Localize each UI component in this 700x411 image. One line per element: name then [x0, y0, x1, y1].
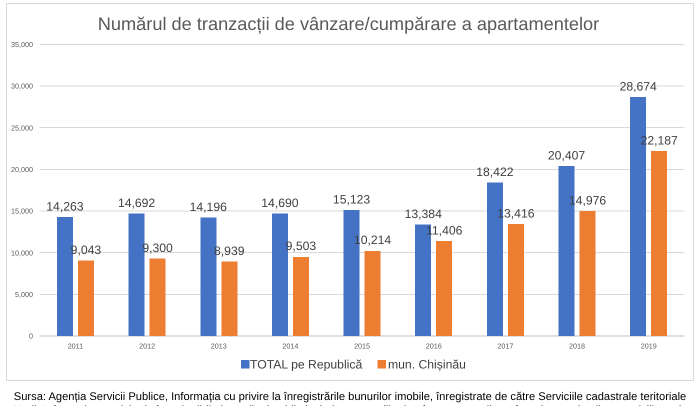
svg-text:2014: 2014 — [282, 342, 298, 351]
svg-text:TOTAL pe Republică: TOTAL pe Republică — [250, 358, 362, 372]
svg-text:2012: 2012 — [139, 342, 155, 351]
svg-text:11,406: 11,406 — [426, 223, 463, 237]
svg-text:Sursa: Agenția Servicii Public: Sursa: Agenția Servicii Publice, Informa… — [14, 391, 686, 403]
svg-text:10,000: 10,000 — [11, 248, 33, 257]
svg-text:20,000: 20,000 — [11, 165, 33, 174]
svg-text:10,214: 10,214 — [354, 233, 391, 247]
svg-text:18,422: 18,422 — [476, 165, 513, 179]
svg-text:9,503: 9,503 — [286, 239, 317, 253]
svg-text:22,187: 22,187 — [641, 133, 678, 147]
svg-text:2016: 2016 — [426, 342, 442, 351]
svg-text:9,300: 9,300 — [142, 241, 173, 255]
svg-text:15,123: 15,123 — [333, 192, 370, 206]
svg-text:9,043: 9,043 — [71, 243, 102, 257]
svg-text:5,000: 5,000 — [15, 290, 33, 299]
svg-text:14,692: 14,692 — [118, 196, 155, 210]
svg-text:8,939: 8,939 — [214, 244, 245, 258]
svg-text:2013: 2013 — [211, 342, 227, 351]
svg-text:13,416: 13,416 — [497, 207, 534, 221]
svg-text:14,976: 14,976 — [569, 194, 606, 208]
svg-text:2018: 2018 — [569, 342, 585, 351]
svg-text:0: 0 — [29, 332, 33, 341]
svg-text:14,196: 14,196 — [190, 200, 227, 214]
svg-text:2011: 2011 — [68, 342, 83, 351]
svg-text:2019: 2019 — [641, 342, 657, 351]
svg-text:30,000: 30,000 — [11, 82, 33, 91]
svg-text:2015: 2015 — [354, 342, 370, 351]
svg-text:35,000: 35,000 — [11, 40, 33, 49]
svg-text:Numărul de tranzacții de vânza: Numărul de tranzacții de vânzare/cumpăra… — [98, 14, 599, 34]
svg-text:20,407: 20,407 — [548, 148, 585, 162]
svg-text:25,000: 25,000 — [11, 123, 33, 132]
svg-text:13,384: 13,384 — [405, 207, 442, 221]
svg-text:14,263: 14,263 — [46, 199, 83, 213]
svg-text:28,674: 28,674 — [620, 79, 657, 93]
svg-text:2017: 2017 — [497, 342, 513, 351]
svg-text:mun. Chișinău: mun. Chișinău — [388, 358, 466, 372]
svg-text:14,690: 14,690 — [261, 196, 298, 210]
svg-text:15,000: 15,000 — [11, 207, 33, 216]
